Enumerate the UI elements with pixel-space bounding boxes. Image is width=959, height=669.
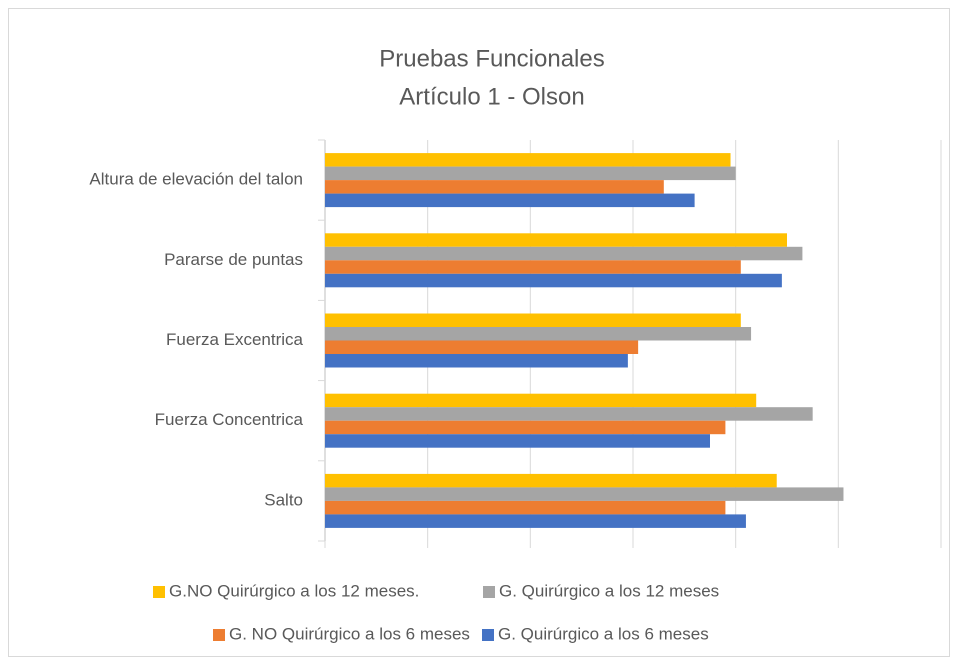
legend-label: G.NO Quirúrgico a los 12 meses. [169,581,419,600]
bar [325,327,752,341]
y-tick-label: Altura de elevación del talon [89,170,303,189]
chart-title: Pruebas Funcionales [379,45,604,72]
legend-label: G. NO Quirúrgico a los 6 meses [229,624,470,643]
bar [325,233,787,247]
bar [325,193,695,208]
bar [325,434,710,448]
bar [325,420,726,435]
bar [325,487,844,501]
legend-label: G. Quirúrgico a los 12 meses [499,581,719,600]
y-tick-label: Fuerza Excentrica [166,330,304,349]
legend-swatch [153,586,165,598]
bar [325,166,736,181]
bar [325,260,741,274]
legend-swatch [213,629,225,641]
y-tick-label: Fuerza Concentrica [155,410,304,429]
bar [325,500,726,515]
bar [325,180,664,194]
bar [325,514,746,528]
bar [325,407,813,421]
legend-swatch [482,629,494,641]
legend-label: G. Quirúrgico a los 6 meses [498,624,709,643]
bar [325,393,757,408]
legend-swatch [483,586,495,598]
chart-subtitle: Artículo 1 - Olson [399,83,584,110]
bar [325,473,777,488]
bar [325,153,731,167]
bar [325,354,628,368]
bar [325,246,803,261]
bar [325,273,782,288]
bar [325,340,639,354]
y-tick-label: Pararse de puntas [164,250,303,269]
bar [325,313,741,327]
y-tick-label: Salto [264,490,303,509]
